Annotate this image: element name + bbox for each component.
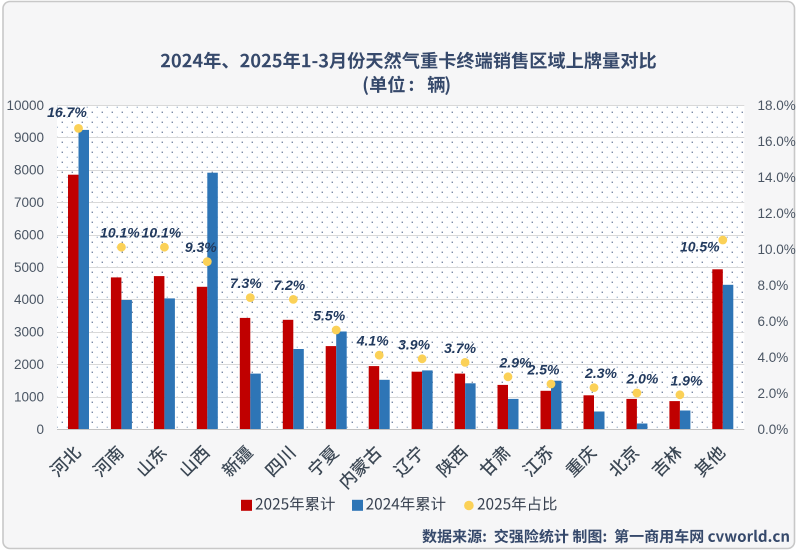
svg-text:1.9%: 1.9% (670, 372, 702, 388)
svg-text:1000: 1000 (14, 389, 44, 404)
svg-text:14.0%: 14.0% (758, 170, 796, 185)
svg-text:4.0%: 4.0% (758, 350, 789, 365)
svg-text:3.9%: 3.9% (398, 336, 430, 352)
svg-text:6.0%: 6.0% (758, 314, 789, 329)
svg-text:6000: 6000 (14, 227, 44, 242)
svg-text:10.0%: 10.0% (758, 242, 796, 257)
svg-text:10000: 10000 (6, 98, 44, 113)
svg-text:10.5%: 10.5% (680, 239, 720, 255)
svg-text:2.9%: 2.9% (499, 354, 532, 370)
svg-text:8.0%: 8.0% (758, 278, 789, 293)
svg-text:7000: 7000 (14, 195, 44, 210)
svg-text:2000: 2000 (14, 357, 44, 372)
svg-text:2.0%: 2.0% (625, 371, 658, 387)
svg-text:9000: 9000 (14, 130, 44, 145)
svg-text:7.2%: 7.2% (273, 277, 305, 293)
svg-text:0.0%: 0.0% (758, 422, 789, 437)
svg-text:12.0%: 12.0% (758, 206, 796, 221)
svg-text:2.3%: 2.3% (584, 365, 617, 381)
svg-text:2.0%: 2.0% (758, 386, 789, 401)
svg-text:16.0%: 16.0% (758, 134, 796, 149)
svg-text:5.5%: 5.5% (313, 308, 345, 324)
svg-text:3.7%: 3.7% (444, 340, 476, 356)
svg-text:2.5%: 2.5% (527, 362, 560, 378)
svg-text:7.3%: 7.3% (230, 275, 262, 291)
svg-text:9.3%: 9.3% (185, 239, 217, 255)
svg-text:4.1%: 4.1% (356, 333, 389, 349)
svg-text:18.0%: 18.0% (758, 98, 796, 113)
svg-text:4000: 4000 (14, 292, 44, 307)
svg-text:3000: 3000 (14, 325, 44, 340)
svg-text:8000: 8000 (14, 163, 44, 178)
svg-text:10.1%: 10.1% (100, 225, 140, 241)
svg-text:5000: 5000 (14, 260, 44, 275)
svg-text:0: 0 (36, 422, 44, 437)
svg-text:16.7%: 16.7% (47, 104, 87, 120)
svg-text:10.1%: 10.1% (142, 225, 182, 241)
